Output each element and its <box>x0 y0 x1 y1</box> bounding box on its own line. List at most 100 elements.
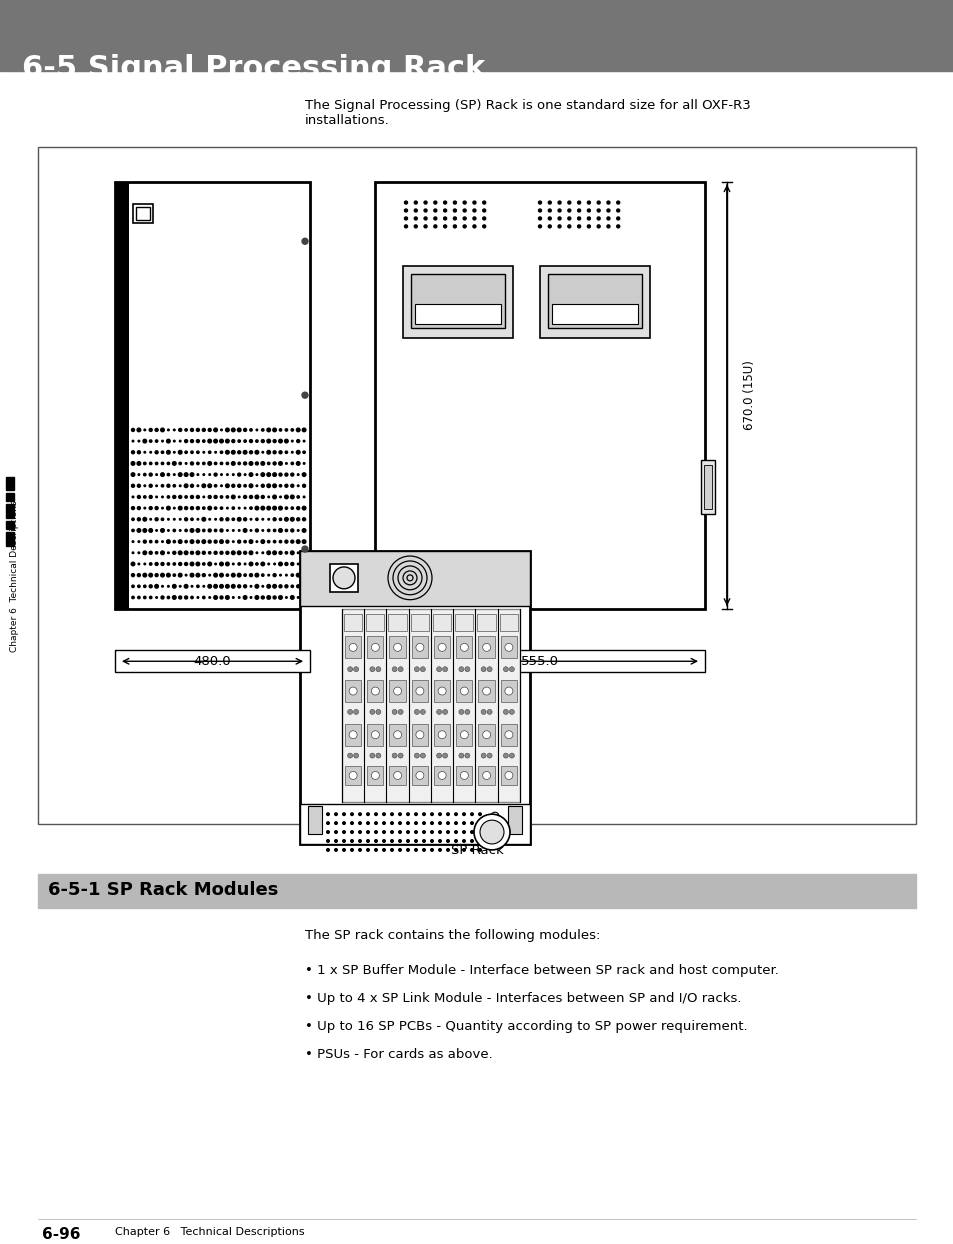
Circle shape <box>191 484 193 488</box>
Bar <box>412 637 428 658</box>
Circle shape <box>267 473 271 476</box>
Circle shape <box>273 596 275 598</box>
Circle shape <box>220 474 222 475</box>
Circle shape <box>255 529 258 532</box>
Circle shape <box>167 573 170 577</box>
Circle shape <box>291 562 294 566</box>
Circle shape <box>587 216 590 220</box>
Circle shape <box>351 848 353 851</box>
Circle shape <box>371 730 379 739</box>
Circle shape <box>577 225 580 228</box>
Circle shape <box>262 519 263 520</box>
Circle shape <box>509 753 514 758</box>
Circle shape <box>196 551 199 555</box>
Text: Chapter 6   Technical Descriptions: Chapter 6 Technical Descriptions <box>115 1228 304 1238</box>
Bar <box>345 680 361 702</box>
Circle shape <box>438 812 441 816</box>
Bar <box>456 765 472 785</box>
Circle shape <box>191 495 193 499</box>
Circle shape <box>255 429 257 430</box>
Circle shape <box>273 439 275 443</box>
Circle shape <box>202 484 206 488</box>
Circle shape <box>179 586 181 587</box>
Circle shape <box>267 529 270 531</box>
Circle shape <box>202 506 205 509</box>
Circle shape <box>567 225 570 228</box>
Circle shape <box>537 209 541 211</box>
Circle shape <box>375 812 376 816</box>
Circle shape <box>303 496 305 498</box>
Circle shape <box>196 428 199 432</box>
Circle shape <box>577 209 580 211</box>
Bar <box>345 637 361 658</box>
Circle shape <box>302 392 308 398</box>
Circle shape <box>548 202 551 204</box>
Circle shape <box>262 586 263 587</box>
Circle shape <box>285 551 287 554</box>
Circle shape <box>144 564 146 565</box>
Circle shape <box>406 822 409 825</box>
Circle shape <box>161 586 163 587</box>
Circle shape <box>243 450 247 454</box>
Bar <box>507 806 521 833</box>
Circle shape <box>291 551 294 555</box>
Circle shape <box>220 518 223 521</box>
Circle shape <box>267 450 271 454</box>
Circle shape <box>446 840 449 842</box>
Circle shape <box>394 771 401 780</box>
Circle shape <box>285 540 288 544</box>
Circle shape <box>443 225 446 228</box>
Circle shape <box>470 812 473 816</box>
Circle shape <box>366 831 369 833</box>
Circle shape <box>382 848 385 851</box>
Circle shape <box>487 667 492 672</box>
Circle shape <box>279 429 281 432</box>
Circle shape <box>149 585 152 588</box>
Circle shape <box>138 474 139 475</box>
Circle shape <box>220 452 222 454</box>
Circle shape <box>132 496 133 498</box>
Circle shape <box>179 519 181 520</box>
Circle shape <box>358 848 361 851</box>
Circle shape <box>225 428 229 432</box>
Circle shape <box>262 452 263 453</box>
Circle shape <box>558 216 560 220</box>
Circle shape <box>185 562 188 566</box>
Circle shape <box>249 562 253 566</box>
Bar <box>367 724 383 745</box>
Circle shape <box>185 518 188 521</box>
Circle shape <box>137 529 140 532</box>
Text: The SP rack contains the following modules:: The SP rack contains the following modul… <box>305 929 599 943</box>
Circle shape <box>178 428 181 432</box>
Circle shape <box>296 573 299 577</box>
Bar <box>456 637 472 658</box>
Circle shape <box>232 585 234 588</box>
Circle shape <box>190 473 193 476</box>
Circle shape <box>267 551 271 555</box>
Circle shape <box>273 551 276 555</box>
Bar <box>6 504 14 519</box>
Text: • 1 x SP Buffer Module - Interface between SP rack and host computer.: • 1 x SP Buffer Module - Interface betwe… <box>305 964 778 977</box>
Circle shape <box>394 643 401 652</box>
Circle shape <box>354 667 358 672</box>
Circle shape <box>347 709 353 714</box>
Circle shape <box>132 552 133 554</box>
Circle shape <box>567 216 570 220</box>
Circle shape <box>238 508 240 509</box>
Circle shape <box>244 474 246 475</box>
Circle shape <box>261 573 264 576</box>
Circle shape <box>184 551 188 555</box>
Circle shape <box>278 585 282 588</box>
Circle shape <box>132 541 133 542</box>
Circle shape <box>213 428 217 432</box>
Circle shape <box>161 562 164 566</box>
Circle shape <box>503 753 508 758</box>
Circle shape <box>297 485 298 486</box>
Circle shape <box>202 573 205 577</box>
Circle shape <box>143 518 147 521</box>
Circle shape <box>225 450 229 454</box>
Bar <box>367 680 383 702</box>
Circle shape <box>273 585 276 588</box>
Circle shape <box>297 597 298 598</box>
Circle shape <box>167 596 170 598</box>
